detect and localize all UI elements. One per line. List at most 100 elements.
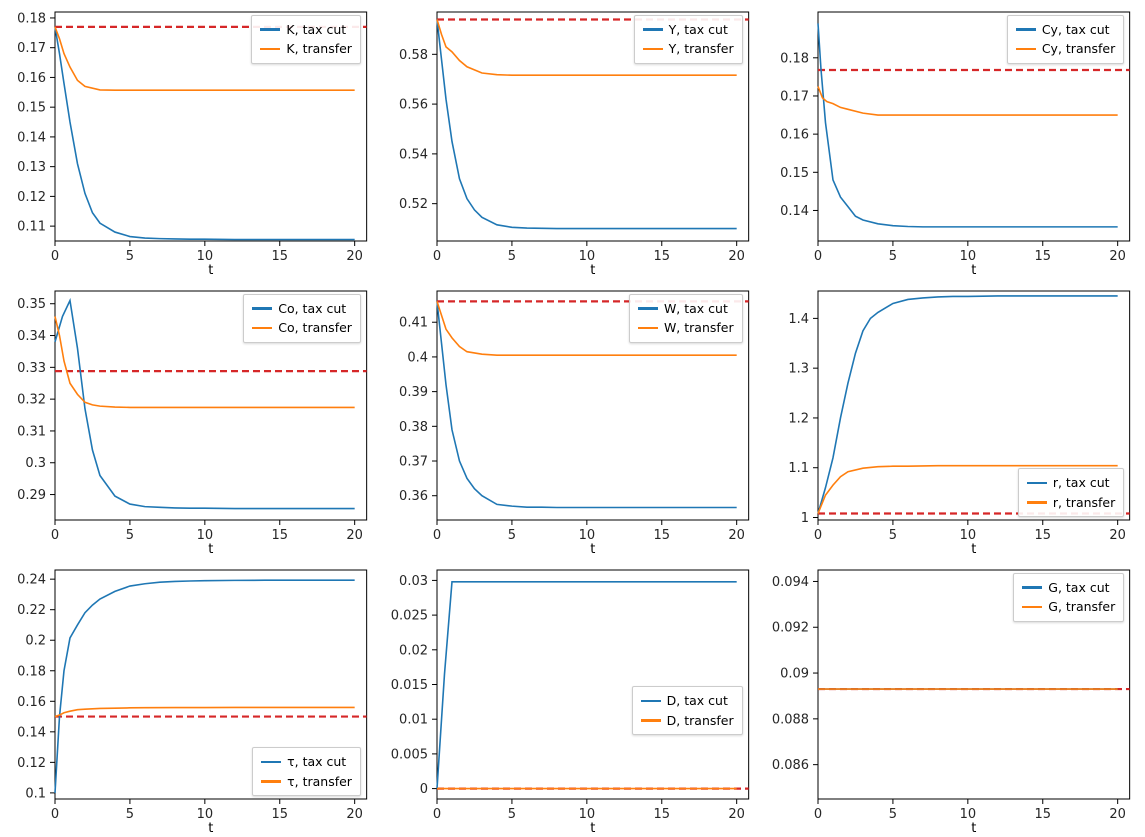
x-axis-title-Y: t	[590, 263, 595, 278]
y-tick-label-G-0.09: 0.09	[780, 667, 809, 682]
legend-entry-K-K-tax-cut[interactable]: K, tax cut	[260, 20, 352, 39]
x-tick-label-tau-5: 5	[126, 807, 134, 822]
legend-D[interactable]: D, tax cut D, transfer	[632, 686, 743, 735]
legend-swatch-Co-Co-transfer	[252, 327, 272, 330]
x-axis-title-D: t	[590, 821, 595, 836]
y-tick-label-r-1.2: 1.2	[789, 411, 810, 426]
y-tick-label-tau-0.14: 0.14	[17, 725, 46, 740]
legend-tau[interactable]: τ, tax cut τ, transfer	[252, 747, 361, 796]
x-tick-label-K-10: 10	[197, 249, 214, 264]
x-tick-label-D-5: 5	[507, 807, 515, 822]
legend-label-Cy-Cy-tax-cut: Cy, tax cut	[1042, 20, 1110, 39]
plot-border-D	[437, 570, 749, 799]
legend-swatch-Y-Y-transfer	[643, 48, 663, 51]
x-tick-label-Cy-15: 15	[1035, 249, 1052, 264]
legend-entry-r-r-transfer[interactable]: r, transfer	[1027, 493, 1115, 512]
legend-swatch-r-r-tax-cut	[1027, 482, 1047, 485]
legend-K[interactable]: K, tax cut K, transfer	[251, 15, 361, 64]
y-tick-label-D-0.025: 0.025	[390, 609, 427, 624]
y-tick-label-Co-0.29: 0.29	[17, 488, 46, 503]
subplot-grid: 0 5 10 15 20 t 0.11 0.12 0.13 0.14 0.15 0.16 0.17 0.1…	[0, 0, 1145, 837]
x-axis-title-W: t	[590, 542, 595, 557]
y-tick-label-Cy-0.17: 0.17	[780, 89, 809, 104]
legend-entry-D-D-tax-cut[interactable]: D, tax cut	[641, 691, 734, 710]
y-tick-label-K-0.17: 0.17	[17, 41, 46, 56]
y-tick-label-tau-0.18: 0.18	[17, 664, 46, 679]
legend-swatch-Cy-Cy-transfer	[1016, 48, 1036, 51]
y-tick-label-D-0.015: 0.015	[390, 678, 427, 693]
legend-entry-Cy-Cy-tax-cut[interactable]: Cy, tax cut	[1016, 20, 1115, 39]
x-tick-label-D-15: 15	[653, 807, 670, 822]
y-tick-label-K-0.14: 0.14	[17, 130, 46, 145]
legend-label-W-W-tax-cut: W, tax cut	[664, 299, 728, 318]
y-tick-label-D-0.02: 0.02	[399, 643, 428, 658]
legend-label-tau--tax-cut: τ, tax cut	[287, 752, 346, 771]
x-axis-title-tau: t	[208, 821, 213, 836]
legend-entry-G-G-transfer[interactable]: G, transfer	[1022, 597, 1115, 616]
legend-Co[interactable]: Co, tax cut Co, transfer	[243, 294, 361, 343]
legend-swatch-Co-Co-tax-cut	[252, 307, 272, 310]
x-tick-label-W-15: 15	[653, 528, 670, 543]
series-line-D-D-tax-cut	[437, 582, 737, 789]
legend-entry-W-W-transfer[interactable]: W, transfer	[638, 318, 734, 337]
y-tick-label-r-1: 1	[801, 511, 809, 526]
x-tick-label-Co-10: 10	[197, 528, 214, 543]
chart-panel-r: 0 5 10 15 20 t 1 1.1 1.2 1.3 1.4 r, tax cut r, trans…	[763, 279, 1145, 558]
y-tick-label-K-0.12: 0.12	[17, 190, 46, 205]
x-axis-title-Co: t	[208, 542, 213, 557]
y-tick-label-Co-0.3: 0.3	[25, 456, 46, 471]
legend-r[interactable]: r, tax cut r, transfer	[1018, 468, 1124, 517]
legend-G[interactable]: G, tax cut G, transfer	[1013, 573, 1124, 622]
y-tick-label-Co-0.34: 0.34	[17, 329, 46, 344]
y-tick-label-Y-0.58: 0.58	[399, 48, 428, 63]
legend-entry-tau--tax-cut[interactable]: τ, tax cut	[261, 752, 352, 771]
legend-swatch-D-D-transfer	[641, 719, 661, 722]
legend-label-Co-Co-tax-cut: Co, tax cut	[278, 299, 346, 318]
legend-Y[interactable]: Y, tax cut Y, transfer	[634, 15, 743, 64]
x-tick-label-Cy-20: 20	[1110, 249, 1127, 264]
x-tick-label-tau-20: 20	[346, 807, 363, 822]
y-tick-label-D-0: 0	[419, 782, 427, 797]
legend-swatch-G-G-transfer	[1022, 606, 1042, 609]
legend-W[interactable]: W, tax cut W, transfer	[629, 294, 743, 343]
legend-Cy[interactable]: Cy, tax cut Cy, transfer	[1007, 15, 1124, 64]
legend-swatch-W-W-transfer	[638, 327, 658, 330]
legend-entry-G-G-tax-cut[interactable]: G, tax cut	[1022, 578, 1115, 597]
chart-panel-W: 0 5 10 15 20 t 0.36 0.37 0.38 0.39 0.4 0.41 W, tax c…	[382, 279, 764, 558]
legend-entry-K-K-transfer[interactable]: K, transfer	[260, 39, 352, 58]
x-tick-label-Cy-5: 5	[889, 249, 897, 264]
legend-entry-Cy-Cy-transfer[interactable]: Cy, transfer	[1016, 39, 1115, 58]
y-tick-label-W-0.41: 0.41	[399, 316, 428, 331]
legend-swatch-D-D-tax-cut	[641, 700, 661, 703]
y-tick-label-r-1.3: 1.3	[789, 362, 810, 377]
x-tick-label-D-20: 20	[728, 807, 745, 822]
x-tick-label-r-10: 10	[960, 528, 977, 543]
y-tick-label-tau-0.22: 0.22	[17, 603, 46, 618]
legend-entry-D-D-transfer[interactable]: D, transfer	[641, 711, 734, 730]
y-tick-label-K-0.11: 0.11	[17, 220, 46, 235]
x-tick-label-G-10: 10	[960, 807, 977, 822]
y-tick-label-W-0.38: 0.38	[399, 420, 428, 435]
legend-label-D-D-transfer: D, transfer	[667, 711, 734, 730]
y-tick-label-Co-0.35: 0.35	[17, 297, 46, 312]
x-tick-label-G-20: 20	[1110, 807, 1127, 822]
legend-swatch-tau--tax-cut	[261, 761, 281, 764]
legend-entry-W-W-tax-cut[interactable]: W, tax cut	[638, 299, 734, 318]
y-tick-label-Co-0.33: 0.33	[17, 361, 46, 376]
x-tick-label-G-0: 0	[814, 807, 822, 822]
y-tick-label-tau-0.12: 0.12	[17, 756, 46, 771]
x-axis-title-G: t	[972, 821, 977, 836]
x-tick-label-r-15: 15	[1035, 528, 1052, 543]
x-tick-label-Cy-10: 10	[960, 249, 977, 264]
legend-swatch-G-G-tax-cut	[1022, 586, 1042, 589]
chart-panel-Co: 0 5 10 15 20 t 0.29 0.3 0.31 0.32 0.33 0.34 0.35 Co, …	[0, 279, 382, 558]
legend-entry-r-r-tax-cut[interactable]: r, tax cut	[1027, 473, 1115, 492]
y-tick-label-Cy-0.16: 0.16	[780, 128, 809, 143]
legend-entry-tau--transfer[interactable]: τ, transfer	[261, 772, 352, 791]
legend-entry-Co-Co-transfer[interactable]: Co, transfer	[252, 318, 352, 337]
legend-entry-Y-Y-transfer[interactable]: Y, transfer	[643, 39, 734, 58]
x-tick-label-G-5: 5	[889, 807, 897, 822]
x-tick-label-Y-0: 0	[433, 249, 441, 264]
legend-entry-Y-Y-tax-cut[interactable]: Y, tax cut	[643, 20, 734, 39]
legend-entry-Co-Co-tax-cut[interactable]: Co, tax cut	[252, 299, 352, 318]
